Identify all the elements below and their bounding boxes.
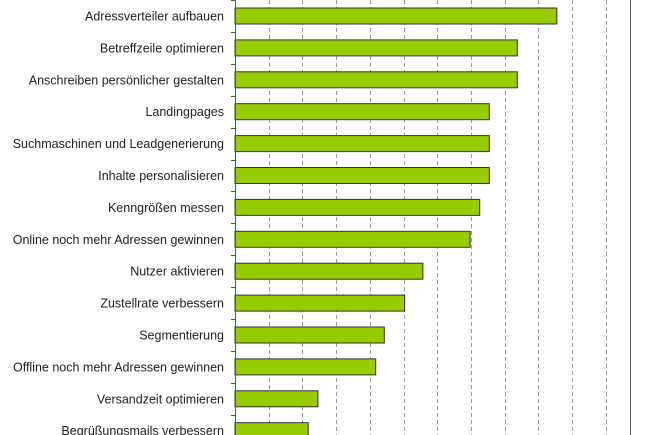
bar-6	[234, 167, 490, 184]
category-labels: Adressverteiler aufbauen Betreffzeile opt…	[13, 10, 224, 435]
bar-5	[234, 135, 490, 153]
category-label-9: Nutzer aktivieren	[130, 265, 224, 279]
bar-12	[234, 358, 377, 376]
category-label-13: Versandzeit optimieren	[97, 392, 224, 406]
category-label-10: Zustellrate verbessern	[100, 297, 224, 311]
category-label-11: Segmentierung	[139, 329, 224, 343]
bar-11	[234, 326, 385, 344]
category-label-8: Online noch mehr Adressen gewinnen	[13, 233, 224, 247]
bar-2	[234, 39, 518, 57]
category-label-3: Anschreiben persönlicher gestalten	[29, 73, 224, 87]
bar-3	[234, 71, 518, 89]
bar-10	[234, 294, 406, 312]
axes	[231, 0, 631, 435]
category-label-1: Adressverteiler aufbauen	[85, 10, 224, 24]
category-label-14: Begrüßungsmails verbessern	[61, 424, 224, 435]
bar-8	[234, 230, 471, 248]
category-label-2: Betreffzeile optimieren	[100, 41, 224, 55]
bar-4	[234, 103, 490, 121]
category-label-4: Landingpages	[145, 105, 224, 119]
bars	[234, 7, 558, 435]
category-label-6: Inhalte personalisieren	[98, 169, 224, 183]
bar-1	[234, 7, 558, 25]
bar-9	[234, 262, 424, 280]
bar-14	[234, 422, 309, 435]
category-label-5: Suchmaschinen und Leadgenerierung	[13, 137, 224, 151]
category-label-7: Kenngrößen messen	[108, 201, 224, 215]
bar-13	[234, 390, 319, 408]
bar-7	[234, 198, 481, 216]
category-label-12: Offline noch mehr Adressen gewinnen	[13, 360, 224, 374]
